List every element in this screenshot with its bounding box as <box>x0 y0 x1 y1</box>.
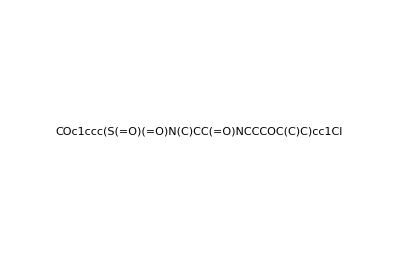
Text: COc1ccc(S(=O)(=O)N(C)CC(=O)NCCCOC(C)C)cc1Cl: COc1ccc(S(=O)(=O)N(C)CC(=O)NCCCOC(C)C)cc… <box>56 127 343 136</box>
